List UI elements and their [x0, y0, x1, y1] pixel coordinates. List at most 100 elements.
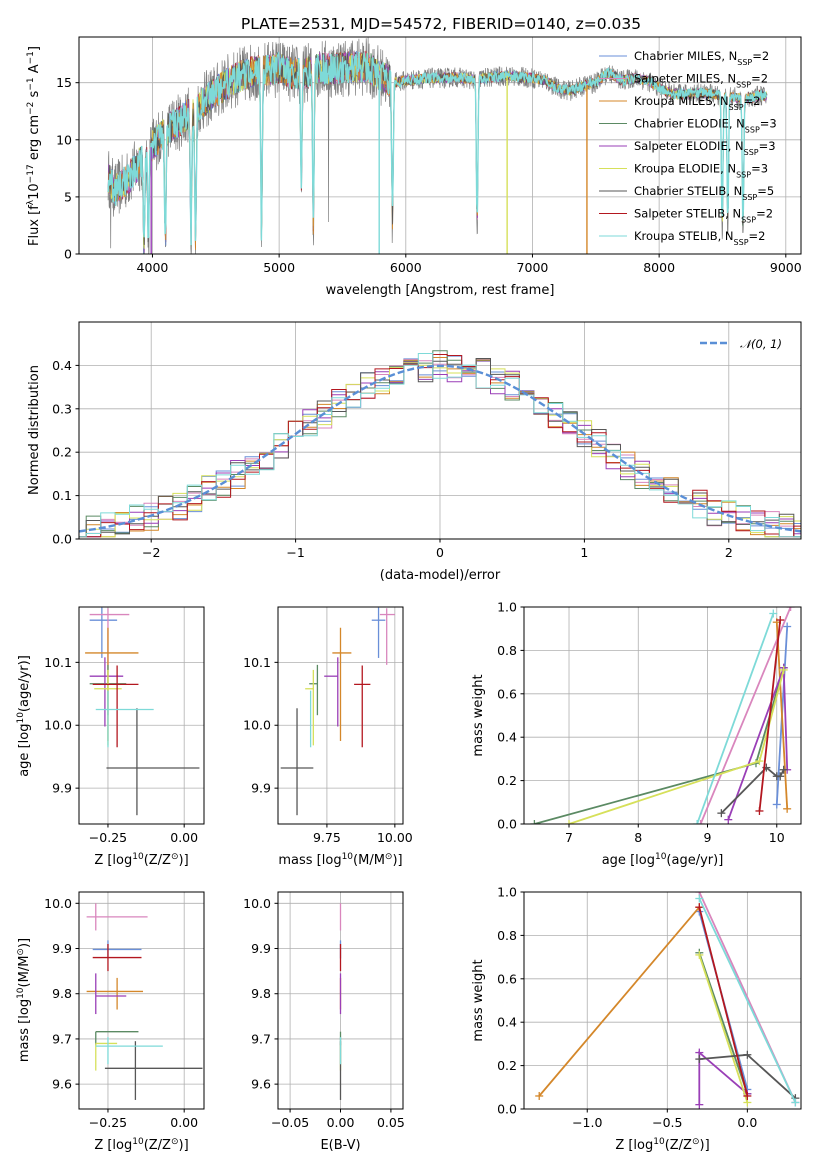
- x-tick-label: 7: [565, 830, 573, 845]
- y-tick-label: 9.6: [52, 1077, 72, 1092]
- y-axis-label: Normed distribution: [27, 365, 42, 495]
- y-tick-label: 9.9: [251, 781, 271, 796]
- plus-marker: [783, 622, 792, 631]
- x-tick-label: 0.00: [327, 1115, 355, 1130]
- errorbar-point: [89, 657, 124, 727]
- plus-marker: [769, 609, 778, 618]
- y-tick-label: 10: [56, 132, 72, 147]
- x-tick-label: 2: [725, 545, 733, 560]
- x-tick-label: 9000: [770, 260, 802, 275]
- y-tick-label: 9.7: [52, 1031, 72, 1046]
- y-tick-label: 10.0: [243, 896, 271, 911]
- plus-marker: [695, 950, 704, 959]
- legend-normal-label: 𝒩(0, 1): [740, 337, 782, 351]
- x-axis-label: wavelength [Angstrom, rest frame]: [326, 283, 555, 298]
- x-tick-label: 0: [436, 545, 444, 560]
- plus-marker: [695, 1055, 704, 1064]
- weight-series-line: [698, 954, 749, 1103]
- plot-area: [107, 37, 768, 254]
- x-tick-label: 5000: [263, 260, 295, 275]
- legend-label: Kroupa MILES, NSSP=2: [634, 94, 760, 112]
- errorbar-point: [106, 708, 200, 816]
- grid: [524, 606, 801, 825]
- x-tick-label: 6000: [390, 260, 422, 275]
- weight-series-line: [758, 619, 782, 812]
- errorbar-point: [354, 665, 371, 748]
- x-tick-label: 7000: [517, 260, 549, 275]
- normal-curve: [79, 364, 801, 533]
- errorbar-point: [280, 708, 314, 816]
- x-tick-label: 0.00: [170, 830, 198, 845]
- y-tick-label: 9.7: [251, 1031, 271, 1046]
- y-axis-label: mass [log10(M/M⊙)]: [16, 938, 32, 1062]
- y-tick-label: 0.3: [52, 401, 72, 416]
- y-tick-label: 0.0: [52, 532, 72, 547]
- x-tick-label: −1: [286, 545, 304, 560]
- legend-label: Chabrier MILES, NSSP=2: [634, 49, 769, 67]
- errorbar-point: [332, 627, 352, 741]
- plus-marker: [783, 804, 792, 813]
- y-tick-label: 0.0: [497, 1102, 517, 1117]
- y-tick-label: 0.8: [497, 928, 517, 943]
- plus-marker: [724, 815, 733, 824]
- legend-label: Salpeter ELODIE, NSSP=3: [634, 139, 776, 157]
- plus-marker: [565, 820, 574, 824]
- y-tick-label: 10.0: [44, 718, 72, 733]
- weight_vs_Z-panel: −1.0 −0.5 0.0 0.0 0.2 0.4 0.6 0.8 1.0 Z [log10(Z/…: [471, 885, 802, 1153]
- plot-area: [535, 892, 800, 1109]
- y-tick-label: 0.0: [497, 817, 517, 832]
- y-tick-label: 5: [64, 189, 72, 204]
- errorbar-point: [86, 903, 148, 931]
- y-tick-label: 0.1: [52, 488, 72, 503]
- x-axis-label: E(B-V): [320, 1138, 360, 1153]
- plus-marker: [535, 1091, 544, 1100]
- age_vs_Z-panel: −0.25 0.00 9.9 10.0 10.1 Z [log10(Z/Z⊙)] age […: [16, 606, 205, 868]
- x-tick-label: −0.5: [652, 1115, 682, 1130]
- y-tick-label: 10.0: [44, 896, 72, 911]
- x-axis-label: Z [log10(Z/Z⊙)]: [94, 852, 188, 868]
- x-axis-label: age [log10(age/yr)]: [602, 852, 724, 868]
- plus-marker: [779, 665, 788, 674]
- errorbar-point: [95, 690, 154, 748]
- x-tick-label: 4000: [137, 260, 169, 275]
- y-axis-label: mass weight: [471, 959, 486, 1041]
- plus-marker: [696, 820, 705, 824]
- y-tick-label: 0.8: [497, 643, 517, 658]
- y-tick-label: 9.6: [251, 1077, 271, 1092]
- y-tick-label: 0.6: [497, 686, 517, 701]
- x-tick-label: 0.0: [737, 1115, 757, 1130]
- plus-marker: [786, 607, 795, 611]
- y-tick-label: 10.1: [243, 655, 271, 670]
- y-axis-label: mass weight: [471, 674, 486, 756]
- legend: Chabrier MILES, NSSP=2 Salpeter MILES, NS…: [599, 49, 777, 247]
- errorbar-point: [305, 669, 314, 746]
- errorbar-point: [104, 1041, 203, 1100]
- y-tick-label: 1.0: [497, 600, 517, 615]
- weight-series-line: [696, 613, 775, 824]
- plus-marker: [755, 806, 764, 815]
- mass_vs_ebv-panel: −0.05 0.00 0.05 9.6 9.7 9.8 9.9 10.0 E(B-V): [243, 891, 405, 1153]
- legend-label: Chabrier STELIB, NSSP=5: [634, 184, 774, 202]
- weight-series-line: [534, 667, 785, 824]
- plus-marker: [776, 772, 785, 781]
- weight-series-line: [720, 766, 785, 814]
- residuals-panel: −2 −1 0 1 2 0.0 0.1 0.2 0.3 0.4 𝒩(0, 1) (data-model…: [27, 321, 802, 583]
- weight-series-line: [698, 898, 797, 1103]
- plus-marker: [791, 1098, 800, 1107]
- y-tick-label: 0: [64, 247, 72, 262]
- y-tick-label: 0.2: [497, 773, 517, 788]
- plus-marker: [743, 1050, 752, 1059]
- x-tick-label: −0.05: [271, 1115, 309, 1130]
- y-tick-label: 0.2: [52, 445, 72, 460]
- y-tick-label: 10.1: [44, 655, 72, 670]
- grid: [79, 607, 204, 824]
- x-tick-label: 9.75: [313, 830, 341, 845]
- errorbar-point: [92, 943, 142, 972]
- x-tick-label: 10.00: [377, 830, 413, 845]
- x-tick-label: 9: [704, 830, 712, 845]
- legend-label: Chabrier ELODIE, NSSP=3: [634, 117, 777, 135]
- x-tick-label: −0.25: [89, 830, 127, 845]
- errorbar-point: [95, 973, 127, 1015]
- x-axis-label: Z [log10(Z/Z⊙)]: [615, 1137, 709, 1153]
- plus-marker: [743, 1091, 752, 1100]
